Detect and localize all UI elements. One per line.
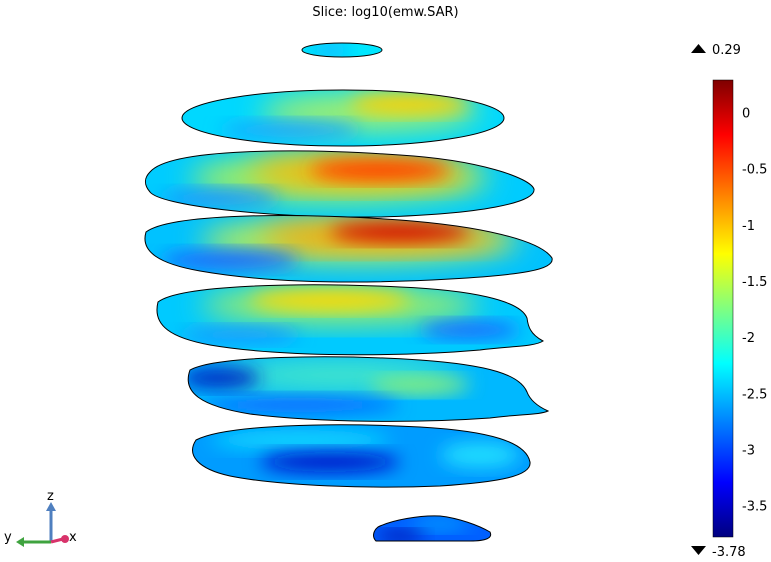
slice-3 — [145, 150, 535, 218]
z-axis-arrow — [46, 502, 56, 511]
plot-title: Slice: log10(emw.SAR) — [312, 5, 459, 20]
y-axis-label: y — [4, 530, 12, 545]
colorbar-min-label: -3.78 — [712, 545, 746, 560]
axis-triad: z y x — [4, 489, 77, 547]
colorbar-tick-label: -3.5 — [742, 500, 767, 515]
colorbar-tick-label: 0 — [742, 107, 750, 122]
colorbar-max-label: 0.29 — [712, 43, 741, 58]
x-axis-line — [50, 537, 64, 544]
colorbar-max-arrow — [691, 44, 706, 53]
colorbar-tick-label: -1 — [742, 219, 755, 234]
colorbar-tick-label: -2.5 — [742, 387, 767, 402]
colorbar-ticks: 0 -0.5 -1 -1.5 -2 -2.5 -3 -3.5 — [742, 107, 767, 515]
colorbar: 0.29 0 -0.5 -1 -1.5 -2 -2.5 -3 -3.5 -3.78 — [691, 43, 767, 560]
slice-4 — [144, 215, 553, 283]
y-axis-arrow — [16, 537, 24, 547]
z-axis-label: z — [47, 489, 54, 504]
slice-2 — [181, 89, 505, 147]
colorbar-tick-label: -3 — [742, 443, 755, 458]
x-axis-label: x — [69, 530, 77, 545]
colorbar-bar — [712, 79, 734, 538]
slice-1 — [301, 42, 383, 58]
colorbar-min-arrow — [691, 546, 706, 555]
slice-5 — [156, 284, 544, 356]
slice-7 — [192, 424, 531, 488]
colorbar-tick-label: -2 — [742, 331, 755, 346]
colorbar-tick-label: -0.5 — [742, 163, 767, 178]
colorbar-tick-label: -1.5 — [742, 275, 767, 290]
slice-8 — [373, 515, 492, 542]
slice-6 — [187, 356, 550, 422]
x-axis-arrow — [61, 535, 69, 543]
